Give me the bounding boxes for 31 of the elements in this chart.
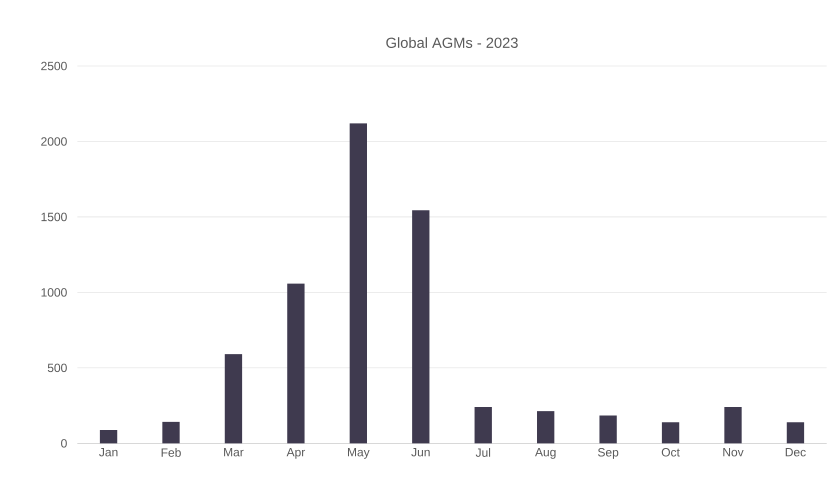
y-tick-label: 1000 xyxy=(42,288,67,297)
x-tick-label: Jul xyxy=(476,448,490,457)
x-tick-label: Jun xyxy=(411,448,430,456)
bar xyxy=(350,123,368,444)
bar xyxy=(724,406,742,444)
y-tick-label: 2000 xyxy=(41,137,67,146)
bar xyxy=(662,422,680,444)
bar xyxy=(599,416,617,444)
chart-title: Global AGMs - 2023 xyxy=(386,37,518,48)
bar xyxy=(474,406,492,444)
bar xyxy=(412,210,430,444)
bar xyxy=(537,411,554,444)
x-tick-label: Sep xyxy=(598,448,618,459)
x-tick-label: Feb xyxy=(162,448,181,457)
y-tick-label: 1500 xyxy=(42,212,67,222)
x-tick-label: Apr xyxy=(286,448,306,459)
y-tick-label: 500 xyxy=(48,364,67,372)
x-tick-label: Mar xyxy=(224,448,244,456)
bar xyxy=(287,284,305,444)
x-tick-label: May xyxy=(348,448,370,459)
bar xyxy=(100,430,118,444)
bar xyxy=(162,422,180,444)
x-tick-label: Oct xyxy=(662,448,680,457)
x-tick-label: Aug xyxy=(535,448,556,459)
y-tick-label: 0 xyxy=(61,439,67,448)
bar xyxy=(786,422,804,444)
x-tick-label: Jan xyxy=(99,448,118,456)
bar xyxy=(224,354,242,444)
y-tick-label: 2500 xyxy=(41,62,67,70)
x-tick-label: Dec xyxy=(786,448,806,456)
x-tick-label: Nov xyxy=(723,448,744,456)
